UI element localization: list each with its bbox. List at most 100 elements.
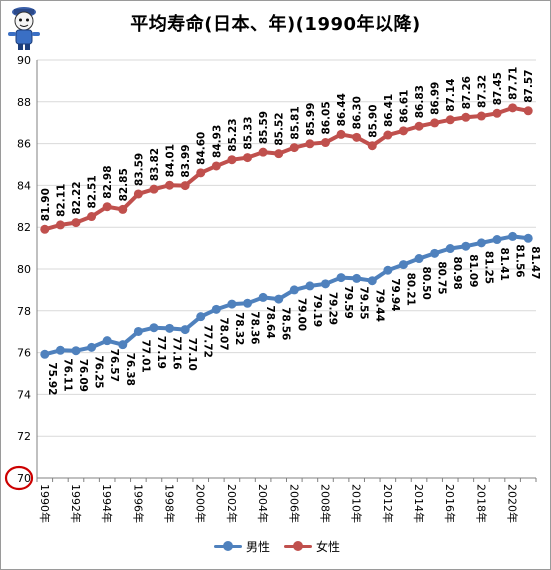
y-tick-label-80: 80 <box>17 263 31 276</box>
legend-item-male: 男性 <box>214 538 270 555</box>
y-tick-label-84: 84 <box>17 179 31 192</box>
mascot-character-icon <box>8 7 40 50</box>
x-tick-label-2000年: 2000年 <box>194 484 208 523</box>
data-point-male-26 <box>445 244 455 254</box>
data-label-female-19: 86.44 <box>336 93 348 126</box>
data-label-male-29: 81.41 <box>498 248 510 281</box>
data-point-female-9 <box>180 181 190 191</box>
data-label-female-14: 85.59 <box>258 111 270 144</box>
x-tick-label-2004年: 2004年 <box>256 484 270 523</box>
data-point-female-28 <box>476 111 486 121</box>
data-label-female-22: 86.41 <box>383 94 395 127</box>
x-tick-label-2006年: 2006年 <box>287 484 301 523</box>
data-point-female-29 <box>492 108 502 118</box>
data-point-male-19 <box>336 273 346 283</box>
data-point-male-11 <box>211 304 221 314</box>
data-point-female-17 <box>305 139 315 149</box>
data-point-female-0 <box>40 224 50 234</box>
data-label-female-26: 87.14 <box>445 79 457 112</box>
data-point-female-6 <box>133 189 143 199</box>
data-label-female-31: 87.57 <box>523 70 535 103</box>
data-point-male-5 <box>118 340 128 350</box>
data-point-male-4 <box>102 336 112 346</box>
y-tick-label-88: 88 <box>17 96 31 109</box>
data-label-female-4: 82.98 <box>102 165 114 198</box>
data-label-female-16: 85.81 <box>289 106 301 139</box>
highlight-circle-70 <box>4 465 34 491</box>
data-label-female-30: 87.71 <box>508 67 520 100</box>
data-point-female-24 <box>414 121 424 131</box>
data-label-female-18: 86.05 <box>320 101 332 134</box>
data-point-female-7 <box>149 184 159 194</box>
data-point-female-20 <box>352 132 362 142</box>
y-tick-label-72: 72 <box>17 430 31 443</box>
data-label-male-28: 81.25 <box>482 251 494 284</box>
data-point-male-25 <box>430 248 440 258</box>
y-tick-label-82: 82 <box>17 221 31 234</box>
data-label-female-21: 85.90 <box>367 104 379 137</box>
data-point-female-5 <box>118 204 128 214</box>
data-point-male-13 <box>243 298 253 308</box>
legend-swatch-male <box>214 540 242 552</box>
data-label-male-27: 81.09 <box>467 254 479 287</box>
data-point-female-25 <box>430 118 440 128</box>
data-point-female-22 <box>383 130 393 140</box>
x-tick-label-2014年: 2014年 <box>412 484 426 523</box>
x-tick-label-2008年: 2008年 <box>318 484 332 523</box>
data-point-male-0 <box>40 349 50 359</box>
data-label-female-24: 86.83 <box>414 85 426 118</box>
x-tick-label-1996年: 1996年 <box>131 484 145 523</box>
x-tick-label-2018年: 2018年 <box>474 484 488 523</box>
data-label-male-4: 76.57 <box>108 349 120 382</box>
legend-swatch-female <box>284 540 313 552</box>
data-label-male-1: 76.11 <box>61 358 73 391</box>
y-tick-label-90: 90 <box>17 54 31 67</box>
data-label-female-1: 82.11 <box>55 184 67 217</box>
data-point-female-10 <box>196 168 206 178</box>
data-label-male-8: 77.16 <box>171 336 183 369</box>
data-label-male-26: 80.98 <box>451 257 463 290</box>
data-label-female-25: 86.99 <box>430 82 442 115</box>
data-label-female-6: 83.59 <box>133 153 145 186</box>
data-point-female-12 <box>227 155 237 165</box>
data-label-male-31: 81.47 <box>529 246 541 279</box>
data-label-male-6: 77.01 <box>139 339 151 372</box>
data-label-female-8: 84.01 <box>165 144 177 177</box>
data-label-male-2: 76.09 <box>77 359 89 392</box>
y-tick-label-74: 74 <box>17 388 31 401</box>
data-point-male-16 <box>289 285 299 295</box>
data-label-male-30: 81.56 <box>514 244 526 277</box>
data-label-male-12: 78.32 <box>233 312 245 345</box>
data-point-male-8 <box>165 323 175 333</box>
data-point-male-2 <box>71 346 81 356</box>
data-point-female-19 <box>336 129 346 139</box>
data-point-male-7 <box>149 323 159 333</box>
data-point-female-31 <box>523 106 533 116</box>
data-label-male-5: 76.38 <box>124 353 136 386</box>
data-point-male-9 <box>180 325 190 335</box>
data-label-male-16: 79.00 <box>295 298 307 331</box>
legend-item-female: 女性 <box>284 538 340 555</box>
y-tick-label-76: 76 <box>17 347 31 360</box>
chart-title: 平均寿命(日本、年)(1990年以降) <box>130 14 421 35</box>
data-label-male-9: 77.10 <box>186 338 198 371</box>
x-tick-label-2002年: 2002年 <box>225 484 239 523</box>
data-label-female-7: 83.82 <box>149 148 161 181</box>
x-tick-label-1990年: 1990年 <box>38 484 52 523</box>
legend-label-female: 女性 <box>316 539 341 554</box>
data-label-male-20: 79.55 <box>358 286 370 319</box>
data-label-male-11: 78.07 <box>217 317 229 350</box>
data-point-female-2 <box>71 218 81 228</box>
data-point-male-27 <box>461 241 471 251</box>
data-point-male-10 <box>196 312 206 322</box>
data-label-male-17: 79.19 <box>311 294 323 327</box>
data-label-male-14: 78.64 <box>264 305 276 338</box>
data-point-female-8 <box>165 180 175 190</box>
data-label-male-25: 80.75 <box>436 261 448 294</box>
data-point-male-21 <box>367 276 377 286</box>
data-point-male-20 <box>352 273 362 283</box>
data-point-male-1 <box>55 345 65 355</box>
data-point-female-27 <box>461 112 471 122</box>
data-label-male-15: 78.56 <box>280 307 292 340</box>
